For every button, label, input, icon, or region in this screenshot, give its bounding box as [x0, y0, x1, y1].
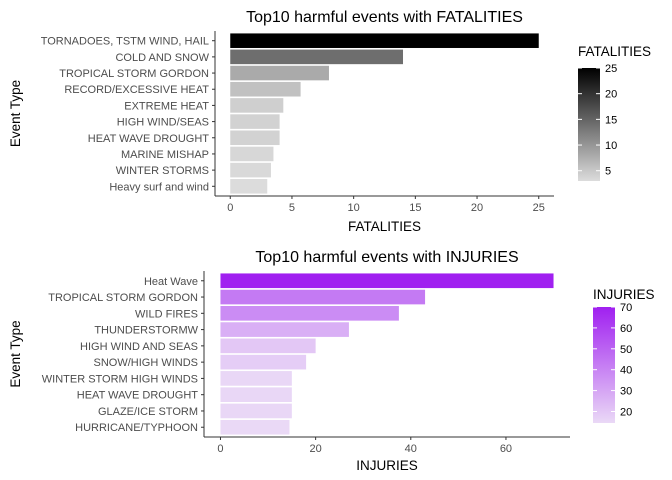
- bar: [220, 354, 307, 370]
- category-label: TROPICAL STORM GORDON: [59, 68, 209, 80]
- x-tick-label: 25: [533, 202, 545, 214]
- x-tick-label: 60: [500, 443, 512, 455]
- legend-tick-label: 25: [605, 63, 617, 75]
- x-axis-title: INJURIES: [356, 458, 418, 473]
- y-axis-title: Event Type: [8, 320, 23, 387]
- category-label: WINTER STORMS: [116, 165, 209, 177]
- category-label: WINTER STORM HIGH WINDS: [42, 373, 198, 385]
- category-label: Heat Wave: [144, 276, 198, 288]
- legend-tick-label: 60: [620, 323, 632, 335]
- bar: [220, 419, 290, 435]
- category-label: GLAZE/ICE STORM: [98, 406, 198, 418]
- bar: [230, 146, 274, 162]
- legend-tick-label: 5: [605, 166, 611, 178]
- legend-title: FATALITIES: [578, 44, 651, 59]
- bar: [230, 130, 280, 146]
- legend-colorbar: [578, 68, 600, 181]
- injuries-chart: Top10 harmful events with INJURIES Heat W…: [8, 249, 655, 473]
- bar: [230, 33, 539, 48]
- legend-title: INJURIES: [593, 287, 655, 302]
- category-label: MARINE MISHAP: [121, 149, 209, 161]
- category-label: HIGH WIND/SEAS: [117, 117, 209, 129]
- category-label: HEAT WAVE DROUGHT: [77, 390, 198, 402]
- x-tick-label: 5: [289, 202, 295, 214]
- bar: [230, 49, 404, 65]
- x-axis-title: FATALITIES: [348, 219, 421, 234]
- fatalities-chart: Top10 harmful events with FATALITIES TORN…: [8, 9, 651, 234]
- bar: [220, 387, 292, 403]
- x-tick-label: 0: [227, 202, 233, 214]
- bar: [230, 179, 268, 194]
- bar: [230, 162, 271, 178]
- bar: [220, 371, 292, 386]
- x-tick-label: 0: [217, 443, 223, 455]
- bar: [220, 273, 554, 289]
- legend-tick-label: 70: [620, 302, 632, 314]
- bar: [230, 65, 329, 81]
- x-tick-label: 20: [471, 202, 483, 214]
- chart-title: Top10 harmful events with FATALITIES: [246, 9, 523, 26]
- category-label: THUNDERSTORMW: [94, 325, 198, 337]
- category-label: Heavy surf and wind: [109, 181, 209, 193]
- x-tick-label: 10: [348, 202, 360, 214]
- category-label: HIGH WIND AND SEAS: [80, 341, 198, 353]
- x-tick-label: 15: [409, 202, 421, 214]
- bar: [220, 289, 426, 305]
- category-label: EXTREME HEAT: [124, 100, 209, 112]
- legend-tick-label: 15: [605, 114, 617, 126]
- bar: [230, 81, 301, 97]
- bar: [220, 403, 292, 419]
- category-label: HURRICANE/TYPHOON: [75, 422, 198, 434]
- category-label: SNOW/HIGH WINDS: [94, 357, 199, 369]
- bar: [220, 322, 349, 337]
- category-label: RECORD/EXCESSIVE HEAT: [64, 84, 209, 96]
- category-label: TORNADOES, TSTM WIND, HAIL: [41, 36, 209, 48]
- x-tick-label: 40: [405, 443, 417, 455]
- bar: [220, 338, 316, 354]
- category-label: TROPICAL STORM GORDON: [48, 292, 198, 304]
- legend-tick-label: 20: [620, 407, 632, 419]
- y-axis-title: Event Type: [8, 80, 23, 147]
- legend-tick-label: 20: [605, 89, 617, 101]
- legend-colorbar: [593, 307, 615, 423]
- x-tick-label: 20: [310, 443, 322, 455]
- chart-title: Top10 harmful events with INJURIES: [255, 249, 518, 266]
- legend-tick-label: 40: [620, 365, 632, 377]
- legend-tick-label: 30: [620, 386, 632, 398]
- category-label: WILD FIRES: [135, 308, 198, 320]
- category-label: COLD AND SNOW: [115, 52, 209, 64]
- legend-tick-label: 10: [605, 140, 617, 152]
- category-label: HEAT WAVE DROUGHT: [88, 133, 209, 145]
- legend-tick-label: 50: [620, 344, 632, 356]
- bar: [220, 305, 399, 321]
- bar: [230, 114, 280, 129]
- bar: [230, 98, 284, 113]
